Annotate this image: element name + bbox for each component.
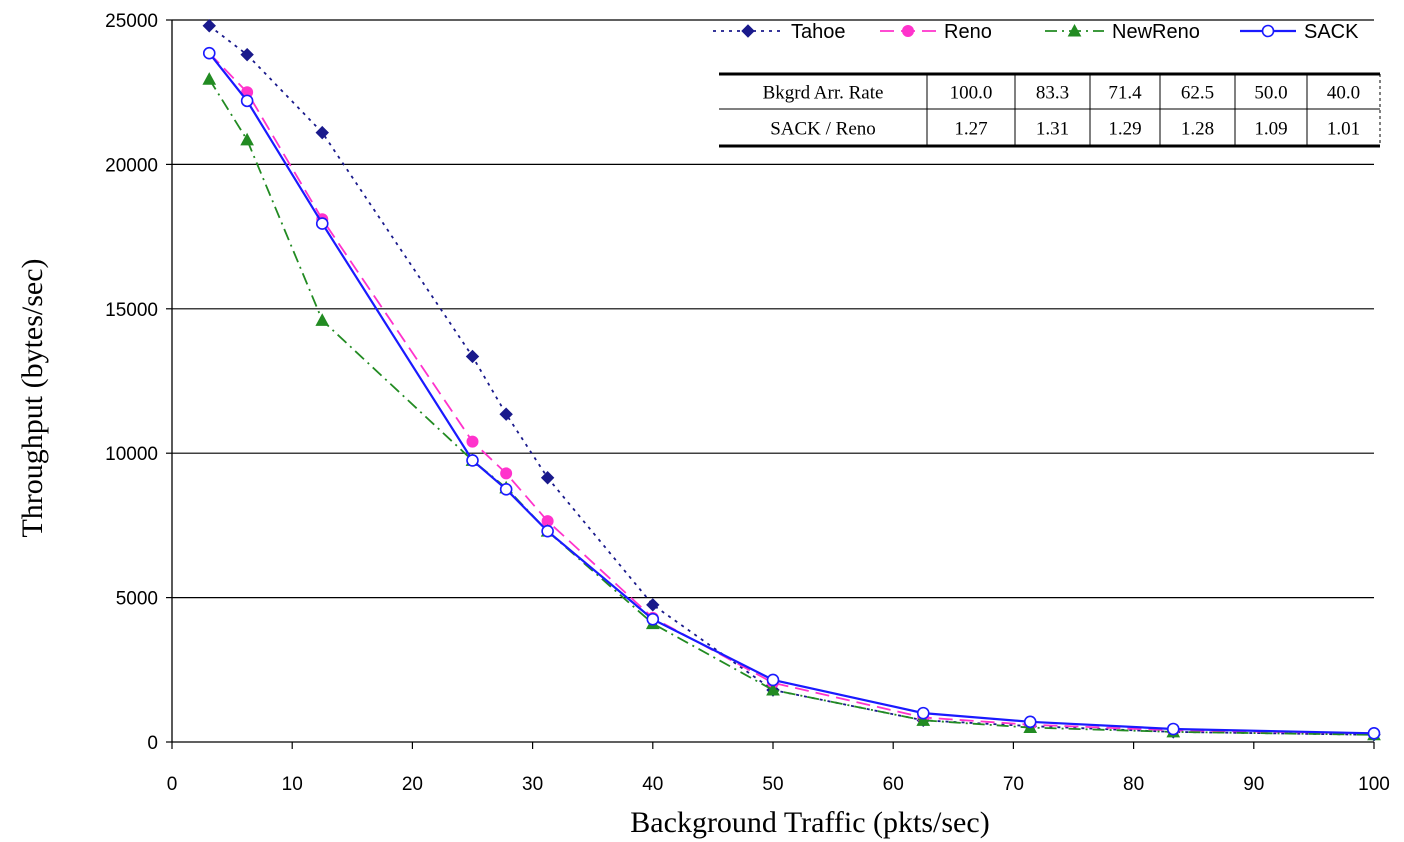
x-tick-label: 80	[1123, 774, 1144, 795]
data-point-tahoe	[540, 471, 555, 485]
data-point-sack	[646, 612, 660, 626]
data-point-sack	[499, 482, 513, 496]
legend-item-tahoe: Tahoe	[713, 21, 846, 43]
series-reno	[203, 47, 1380, 740]
table-cell: 100.0	[950, 83, 993, 104]
data-point-sack	[466, 454, 479, 467]
data-point-sack	[1367, 727, 1381, 740]
table-cell: 83.3	[1036, 83, 1069, 104]
axes-layer: 0 5000 10000 15000 20000 25000 0 10 20 30 40 50 60 70…	[105, 11, 1390, 795]
ratio-table: Bkgrd Arr. Rate 100.0 83.3 71.4 62.5 50.0 40.0…	[719, 72, 1381, 148]
table-cell: 1.27	[954, 119, 987, 140]
data-point-sack	[541, 524, 554, 538]
grid-layer	[172, 19, 1374, 599]
legend-swatch-marker	[1067, 23, 1082, 37]
x-tick-label: 40	[642, 774, 663, 795]
legend-label: SACK	[1304, 21, 1359, 43]
legend-label: NewReno	[1112, 21, 1200, 43]
data-point-tahoe	[202, 19, 216, 33]
x-tick-label: 90	[1243, 774, 1264, 795]
x-tick-label: 100	[1358, 774, 1390, 795]
table-row-header: Bkgrd Arr. Rate	[763, 83, 884, 104]
x-tick-label: 0	[167, 774, 178, 795]
table-cell: 1.29	[1108, 119, 1141, 140]
series-line-tahoe	[208, 25, 1375, 736]
x-tick-label: 30	[522, 774, 543, 795]
series-line-sack	[208, 52, 1375, 735]
y-axis-title: Throughput (bytes/sec)	[16, 258, 49, 537]
data-point-tahoe	[499, 407, 513, 421]
legend-item-sack: SACK	[1240, 21, 1359, 43]
legend-swatch-marker	[741, 24, 755, 38]
table-row-header: SACK / Reno	[770, 119, 876, 140]
table-cell: 71.4	[1108, 83, 1142, 104]
data-point-sack	[1023, 715, 1037, 729]
legend-item-newreno: NewReno	[1045, 21, 1200, 43]
data-point-tahoe	[315, 125, 329, 140]
y-tick-label: 15000	[105, 300, 158, 321]
series-sack	[202, 46, 1381, 740]
table-cell: 50.0	[1254, 83, 1287, 104]
data-point-tahoe	[240, 47, 254, 62]
legend-label: Tahoe	[791, 21, 846, 43]
data-point-newreno	[916, 713, 931, 726]
data-point-tahoe	[646, 598, 660, 612]
x-tick-label: 10	[282, 774, 303, 795]
x-tick-label: 70	[1003, 774, 1024, 795]
legend-label: Reno	[944, 21, 992, 43]
data-point-newreno	[202, 72, 217, 85]
table-cell: 1.01	[1327, 119, 1360, 140]
series-layer	[202, 19, 1381, 742]
data-point-sack	[916, 706, 930, 720]
data-point-sack	[766, 673, 780, 687]
y-tick-label: 25000	[105, 11, 158, 32]
data-point-tahoe	[465, 349, 480, 364]
series-newreno	[202, 72, 1381, 741]
table-cell: 1.28	[1181, 119, 1214, 140]
data-point-sack	[315, 217, 329, 230]
x-tick-label: 50	[762, 774, 783, 795]
table-cell: 40.0	[1327, 83, 1360, 104]
data-point-sack	[1166, 722, 1180, 736]
table-background	[719, 74, 1380, 146]
x-tick-label: 20	[402, 774, 423, 795]
y-tick-label: 0	[147, 733, 158, 754]
data-point-reno	[500, 467, 513, 480]
y-tick-label: 10000	[105, 444, 158, 465]
data-point-newreno	[766, 682, 780, 696]
legend-swatch-marker	[902, 25, 914, 37]
x-axis-title: Background Traffic (pkts/sec)	[630, 806, 989, 839]
x-tick-label: 60	[883, 774, 904, 795]
legend-item-reno: Reno	[880, 21, 992, 43]
series-line-reno	[208, 52, 1375, 735]
table-cell: 62.5	[1181, 83, 1214, 104]
series-line-newreno	[208, 78, 1375, 736]
table-cell: 1.09	[1254, 119, 1287, 140]
data-point-newreno	[315, 313, 330, 326]
y-tick-label: 20000	[105, 155, 158, 176]
data-point-sack	[202, 46, 216, 60]
data-point-sack	[240, 94, 254, 108]
legend: Tahoe Reno NewReno SACK	[713, 21, 1359, 43]
data-point-newreno	[240, 132, 254, 146]
table-cell: 1.31	[1036, 119, 1069, 140]
y-tick-label: 5000	[116, 589, 158, 610]
data-point-reno	[466, 435, 479, 448]
legend-swatch-marker	[1261, 24, 1275, 38]
